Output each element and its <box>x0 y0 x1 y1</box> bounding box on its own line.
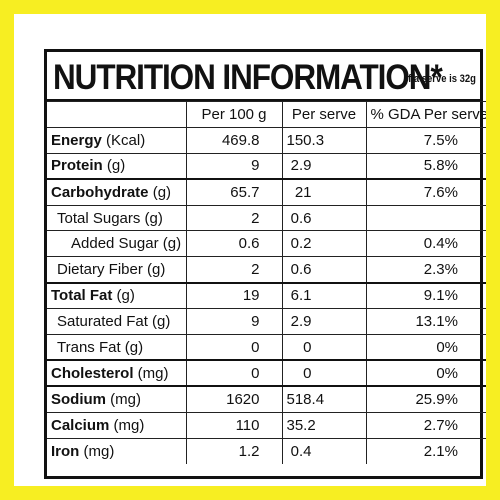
value-per-serve: 0 <box>281 359 367 387</box>
value-per-100g: 469.8 <box>185 126 283 154</box>
nutrient-label: Carbohydrate (g) <box>47 178 187 206</box>
table-row: Iron (mg) 1.2 0.4 2.1% <box>47 437 486 464</box>
value-per-100g: 1620 <box>185 385 283 413</box>
value-gda: 13.1% <box>365 308 486 336</box>
value-gda: 7.6% <box>365 178 486 206</box>
header-nutrient <box>47 101 187 128</box>
nutrient-name: Added Sugar (g) <box>71 235 182 253</box>
nutrient-name: Saturated Fat (g) <box>57 313 171 331</box>
value-per-100g: 110 <box>185 411 283 439</box>
nutrient-label: Sodium (mg) <box>47 385 187 413</box>
value-per-serve: 2.9 <box>281 308 367 336</box>
table-row: Trans Fat (g) 0 0 0% <box>47 334 486 361</box>
table-row: Saturated Fat (g) 9 2.9 13.1% <box>47 308 486 336</box>
nutrient-name: Dietary Fiber (g) <box>57 261 166 279</box>
header-per-100g: Per 100 g <box>185 101 283 128</box>
value-per-serve: 2.9 <box>281 152 367 180</box>
header-per-serve: Per serve <box>281 101 367 128</box>
value-per-100g: 9 <box>185 308 283 336</box>
value-per-100g: 0 <box>185 359 283 387</box>
header-row: Per 100 g Per serve % GDA Per serve <box>47 101 486 128</box>
panel-title: NUTRITION INFORMATION* <box>53 58 443 97</box>
value-per-100g: 2 <box>185 204 283 232</box>
nutrient-name: Protein <box>51 157 103 175</box>
value-gda: 0.4% <box>365 230 486 258</box>
nutrient-label: Added Sugar (g) <box>47 230 187 258</box>
nutrient-unit: (g) <box>148 183 172 201</box>
value-per-100g: 0 <box>185 334 283 361</box>
nutrient-name: Sodium <box>51 390 106 408</box>
nutrient-name: Energy <box>51 131 102 149</box>
table-row: Total Fat (g) 19 6.1 9.1% <box>47 281 486 310</box>
value-per-serve: 35.2 <box>281 411 367 439</box>
nutrition-panel: NUTRITION INFORMATION* If a serve is 32g… <box>44 49 486 479</box>
value-gda: 2.7% <box>365 411 486 439</box>
value-gda: 9.1% <box>365 281 486 310</box>
header-gda: % GDA Per serve <box>365 101 486 128</box>
table-row: Protein (g) 9 2.9 5.8% <box>47 152 486 180</box>
value-gda: 0% <box>365 334 486 361</box>
nutrient-label: Total Sugars (g) <box>47 204 187 232</box>
table-row: Sodium (mg) 1620 518.4 25.9% <box>47 385 486 413</box>
value-gda: 25.9% <box>365 385 486 413</box>
nutrient-label: Saturated Fat (g) <box>47 308 187 336</box>
nutrient-label: Iron (mg) <box>47 437 187 464</box>
nutrient-unit: (mg) <box>133 364 169 382</box>
table-row: Cholesterol (mg) 0 0 0% <box>47 359 486 387</box>
nutrient-label: Protein (g) <box>47 152 187 180</box>
value-per-serve: 0.6 <box>281 204 367 232</box>
value-per-100g: 19 <box>185 281 283 310</box>
value-gda: 7.5% <box>365 126 486 154</box>
value-gda: 2.3% <box>365 256 486 284</box>
nutrient-name: Total Fat <box>51 287 113 305</box>
nutrient-name: Cholesterol <box>51 364 134 382</box>
nutrient-label: Total Fat (g) <box>47 281 187 310</box>
value-per-serve: 21 <box>281 178 367 206</box>
table-row: Energy (Kcal) 469.8 150.3 7.5% <box>47 126 486 154</box>
value-per-serve: 150.3 <box>281 126 367 154</box>
nutrient-label: Calcium (mg) <box>47 411 187 439</box>
value-per-100g: 2 <box>185 256 283 284</box>
nutrient-label: Cholesterol (mg) <box>47 359 187 387</box>
table-row: Added Sugar (g) 0.6 0.2 0.4% <box>47 230 486 258</box>
nutrient-unit: (mg) <box>106 390 141 408</box>
value-per-serve: 518.4 <box>281 385 367 413</box>
nutrient-name: Trans Fat (g) <box>57 338 144 356</box>
value-per-100g: 9 <box>185 152 283 180</box>
nutrient-label: Dietary Fiber (g) <box>47 256 187 284</box>
nutrient-name: Iron <box>51 442 80 460</box>
value-per-serve: 0.2 <box>281 230 367 258</box>
nutrient-label: Energy (Kcal) <box>47 126 187 154</box>
value-per-serve: 6.1 <box>281 281 367 310</box>
value-per-serve: 0 <box>281 334 367 361</box>
value-per-100g: 65.7 <box>185 178 283 206</box>
table-row: Total Sugars (g) 2 0.6 <box>47 204 486 232</box>
nutrient-unit: (Kcal) <box>101 131 146 149</box>
table-row: Carbohydrate (g) 65.7 21 7.6% <box>47 178 486 206</box>
value-per-serve: 0.4 <box>281 437 367 464</box>
value-gda: 5.8% <box>365 152 486 180</box>
nutrient-unit: (mg) <box>79 442 115 460</box>
nutrient-unit: (g) <box>112 287 135 305</box>
nutrient-name: Total Sugars (g) <box>57 209 163 227</box>
serve-note: If a serve is 32g <box>405 73 476 85</box>
value-per-100g: 0.6 <box>185 230 283 258</box>
nutrient-unit: (g) <box>102 157 126 175</box>
nutrient-name: Carbohydrate <box>51 183 149 201</box>
nutrition-table: Per 100 g Per serve % GDA Per serve Ener… <box>47 101 486 464</box>
table-row: Dietary Fiber (g) 2 0.6 2.3% <box>47 256 486 284</box>
value-gda <box>365 204 486 232</box>
nutrient-label: Trans Fat (g) <box>47 334 187 361</box>
value-gda: 2.1% <box>365 437 486 464</box>
nutrient-unit: (mg) <box>109 416 145 434</box>
table-row: Calcium (mg) 110 35.2 2.7% <box>47 411 486 439</box>
value-per-100g: 1.2 <box>185 437 283 464</box>
value-gda: 0% <box>365 359 486 387</box>
nutrient-name: Calcium <box>51 416 110 434</box>
title-row: NUTRITION INFORMATION* If a serve is 32g <box>47 52 480 101</box>
value-per-serve: 0.6 <box>281 256 367 284</box>
